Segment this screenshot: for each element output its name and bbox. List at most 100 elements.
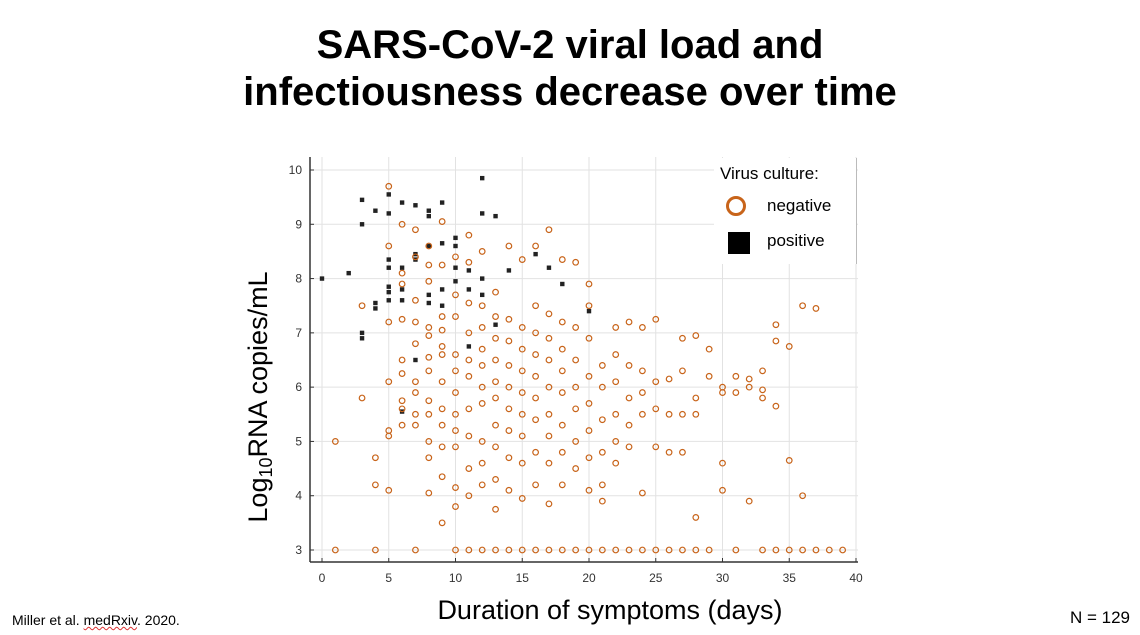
data-point-negative: [719, 389, 726, 396]
y-tick-label: 9: [295, 217, 302, 231]
data-point-negative: [585, 454, 593, 462]
data-point-positive: [426, 213, 431, 219]
data-point-negative: [625, 443, 633, 451]
data-point-negative: [612, 438, 620, 445]
data-point-negative: [705, 372, 713, 380]
data-point-negative: [425, 353, 433, 361]
data-point-negative: [492, 313, 499, 320]
data-point-positive: [480, 292, 485, 298]
slide-title: SARS-CoV-2 viral load and infectiousness…: [0, 22, 1140, 116]
data-point-negative: [639, 489, 646, 497]
data-point-positive: [480, 211, 485, 216]
data-point-negative: [732, 372, 740, 380]
data-point-negative: [425, 410, 433, 418]
data-point-negative: [759, 367, 766, 375]
data-point-negative: [572, 405, 580, 413]
data-point-negative: [532, 546, 539, 554]
data-point-negative: [612, 410, 620, 418]
data-point-negative: [425, 397, 433, 405]
data-point-negative: [452, 389, 459, 396]
data-point-negative: [465, 231, 473, 239]
x-tick-label: 0: [319, 571, 326, 585]
data-point-negative: [719, 486, 726, 494]
data-point-positive: [386, 265, 391, 270]
data-point-negative: [652, 443, 660, 451]
data-point-negative: [412, 253, 419, 261]
data-point-positive: [453, 265, 458, 270]
citation: Miller et al. medRxiv. 2020.: [12, 612, 180, 628]
data-point-positive: [386, 257, 391, 262]
data-point-negative: [398, 269, 406, 277]
data-point-negative: [412, 546, 419, 554]
y-tick-label: 10: [289, 163, 303, 177]
data-point-negative: [572, 546, 580, 554]
data-point-negative: [799, 546, 806, 554]
data-point-negative: [425, 324, 433, 331]
data-point-negative: [545, 383, 553, 391]
data-point-negative: [398, 280, 406, 288]
data-point-negative: [785, 343, 793, 350]
data-point-negative: [438, 326, 446, 334]
data-point-negative: [572, 465, 580, 472]
legend-title: Virus culture:: [720, 164, 819, 183]
data-point-positive: [399, 298, 405, 303]
data-point-negative: [452, 313, 459, 320]
data-point-negative: [438, 443, 446, 451]
data-point-negative: [639, 367, 646, 375]
data-point-negative: [478, 481, 486, 489]
data-point-positive: [533, 251, 538, 257]
y-axis-label-prefix: Log: [243, 477, 273, 523]
data-point-negative: [639, 324, 646, 331]
data-point-negative: [558, 546, 566, 554]
data-point-negative: [598, 481, 606, 489]
data-point-positive: [439, 200, 445, 205]
data-point-negative: [652, 378, 660, 386]
data-point-negative: [412, 421, 419, 429]
data-point-negative: [598, 448, 606, 456]
data-point-negative: [679, 546, 686, 554]
data-point-negative: [505, 362, 513, 369]
data-point-negative: [612, 324, 620, 331]
data-point-negative: [585, 302, 593, 310]
data-point-negative: [679, 334, 686, 342]
data-point-negative: [438, 313, 446, 320]
data-point-negative: [425, 261, 433, 269]
data-point-negative: [518, 367, 526, 375]
data-point-negative: [785, 546, 793, 554]
data-point-negative: [759, 386, 766, 394]
data-point-positive: [359, 222, 365, 227]
title-line-2: infectiousness decrease over time: [243, 70, 897, 114]
data-point-negative: [558, 421, 566, 429]
data-point-negative: [492, 288, 499, 296]
data-point-negative: [558, 256, 566, 263]
data-point-negative: [545, 310, 553, 318]
data-point-negative: [625, 546, 633, 554]
x-tick-label: 30: [716, 571, 730, 585]
data-point-negative: [812, 546, 820, 554]
data-point-negative: [465, 465, 473, 472]
data-point-positive: [560, 281, 565, 287]
data-point-negative: [518, 345, 526, 353]
data-point-negative: [478, 248, 486, 255]
data-point-negative: [478, 400, 486, 407]
data-point-negative: [732, 546, 740, 554]
data-point-negative: [532, 416, 539, 424]
data-point-negative: [452, 484, 459, 491]
data-point-negative: [585, 372, 593, 380]
data-point-negative: [612, 546, 620, 554]
data-point-positive: [493, 322, 498, 327]
data-point-negative: [679, 448, 686, 456]
data-point-negative: [545, 410, 553, 418]
data-point-negative: [545, 432, 553, 440]
data-point-negative: [465, 432, 473, 440]
chart-points: [319, 175, 847, 554]
data-point-positive: [453, 279, 458, 284]
y-axis-label-suffix: RNA copies/mL: [243, 271, 273, 458]
data-point-negative: [545, 356, 553, 364]
data-point-positive: [426, 300, 431, 306]
data-point-negative: [478, 324, 486, 331]
y-tick-label: 4: [295, 489, 302, 503]
data-point-negative: [398, 405, 406, 413]
data-point-negative: [505, 315, 513, 323]
data-point-negative: [478, 302, 486, 310]
